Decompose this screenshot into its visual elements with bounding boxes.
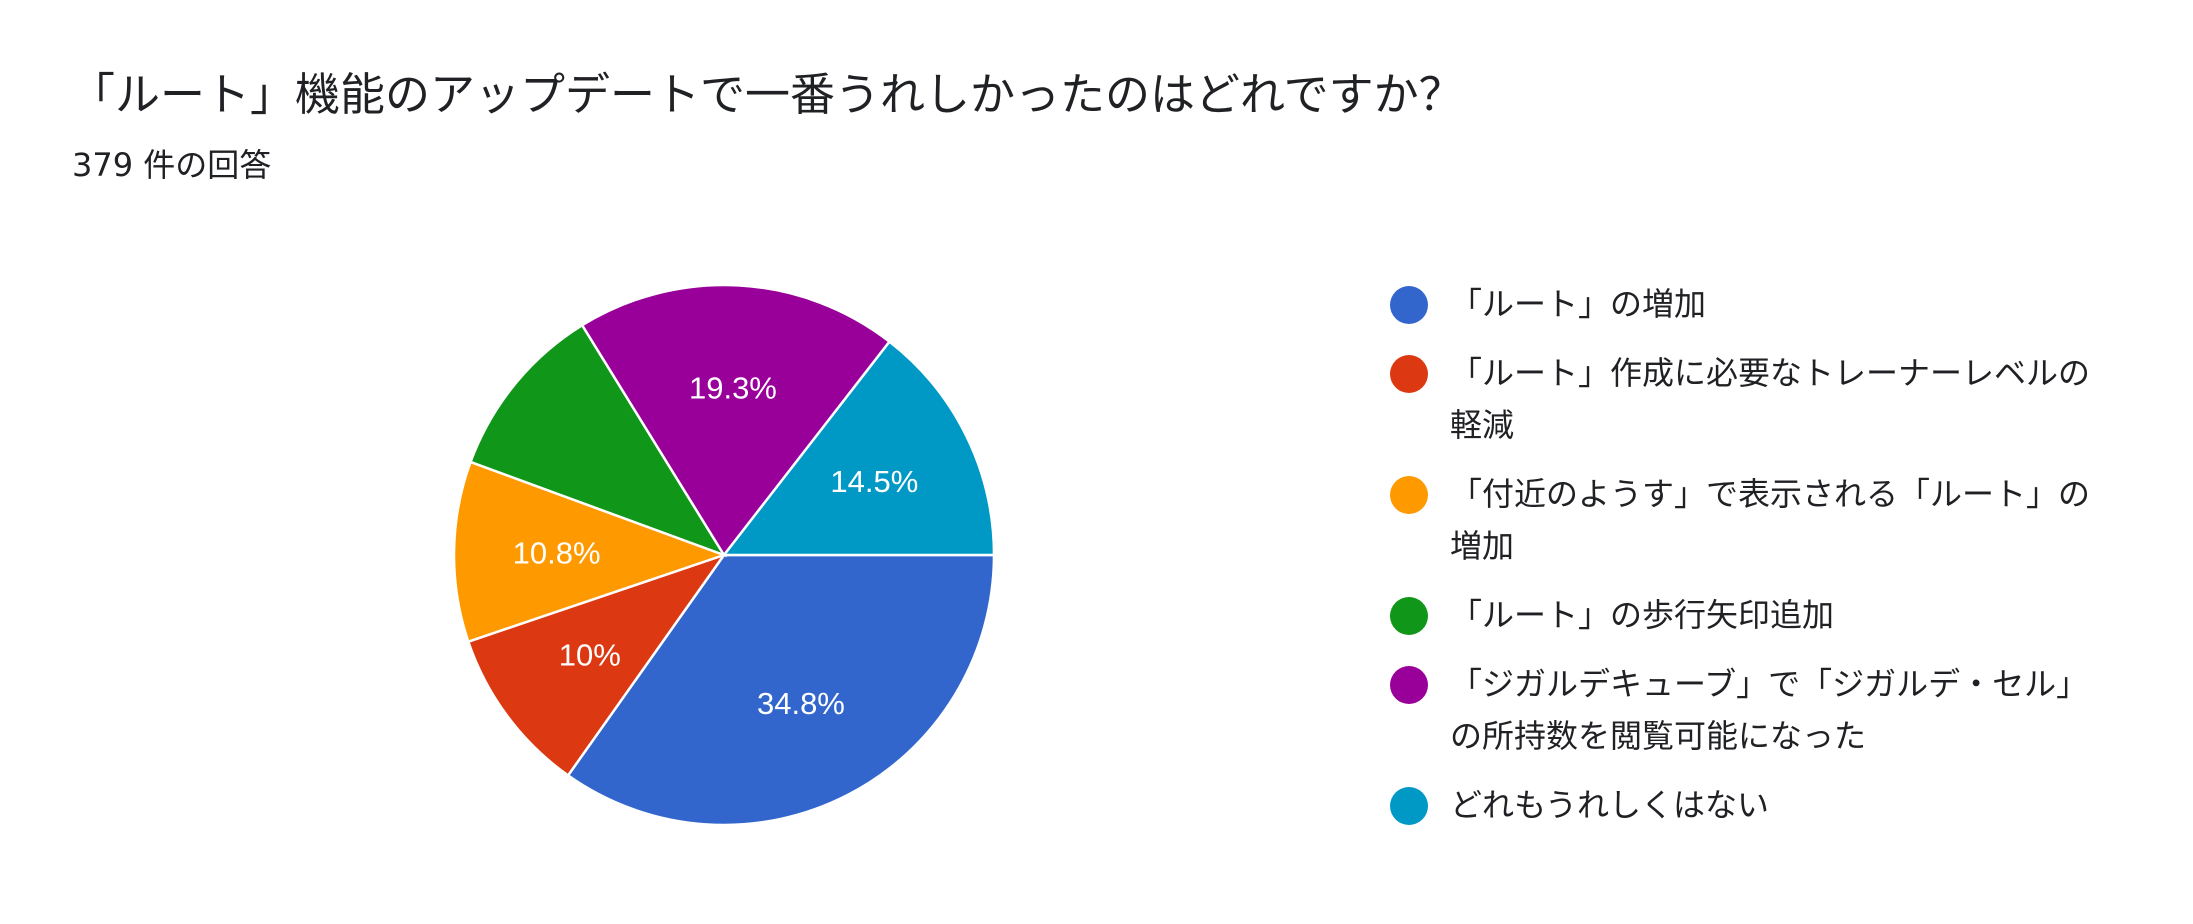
slice-percent-label: 34.8% [757,686,845,721]
slice-percent-label: 14.5% [830,464,918,499]
pie-slice-2[interactable] [466,552,728,778]
legend-item[interactable]: 「ルート」の歩行矢印追加 [1390,589,2090,641]
legend-label: どれもうれしくはない [1450,786,1770,824]
legend-item[interactable]: 「付近のようす」で表示される「ルート」の増加 [1390,468,2090,572]
legend-color-dot [1390,286,1428,324]
slice-percent-label: 10.8% [513,535,601,570]
pie-slice-6[interactable] [721,339,996,557]
legend-label: 「ルート」作成に必要なトレーナーレベルの軽減 [1450,354,2091,444]
legend-item[interactable]: どれもうれしくはない [1390,779,2090,831]
legend-item[interactable]: 「ジガルデキューブ」で「ジガルデ・セル」の所持数を閲覧可能になった [1390,658,2090,762]
pie-slice-5[interactable] [580,283,892,558]
legend-label: 「ジガルデキューブ」で「ジガルデ・セル」の所持数を閲覧可能になった [1450,665,2089,755]
legend-item[interactable]: 「ルート」の増加 [1390,278,2090,330]
legend-label: 「ルート」の増加 [1450,285,1707,323]
legend-label: 「付近のようす」で表示される「ルート」の増加 [1450,475,2091,565]
legend-color-dot [1390,476,1428,514]
slice-percent-label: 19.3% [689,370,777,405]
pie-slice-3[interactable] [452,460,728,644]
slice-percent-label: 10% [559,638,621,673]
response-count: 379 件の回答 [72,146,272,184]
legend-color-dot [1390,787,1428,825]
pie-slice-1[interactable] [566,553,996,827]
legend-item[interactable]: 「ルート」作成に必要なトレーナーレベルの軽減 [1390,347,2090,451]
legend-color-dot [1390,666,1428,704]
chart-title: 「ルート」機能のアップデートで一番うれしかったのはどれですか？ [70,68,1464,121]
legend-color-dot [1390,597,1428,635]
legend-color-dot [1390,355,1428,393]
pie-slice-4[interactable] [468,323,727,558]
chart-legend: 「ルート」の増加「ルート」作成に必要なトレーナーレベルの軽減 「付近のようす」で表… [1390,278,2090,848]
legend-label: 「ルート」の歩行矢印追加 [1450,596,1835,634]
